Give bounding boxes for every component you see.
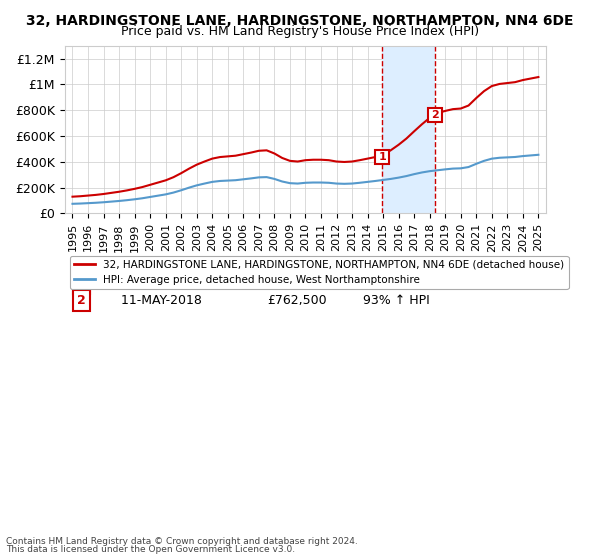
Text: £437,500: £437,500 (267, 277, 326, 291)
Text: This data is licensed under the Open Government Licence v3.0.: This data is licensed under the Open Gov… (6, 545, 295, 554)
Text: £762,500: £762,500 (267, 294, 326, 307)
Bar (382, 46, 436, 213)
Text: 1: 1 (379, 152, 386, 162)
Text: Contains HM Land Registry data © Crown copyright and database right 2024.: Contains HM Land Registry data © Crown c… (6, 537, 358, 546)
Text: 42% ↑ HPI: 42% ↑ HPI (363, 277, 430, 291)
Text: 2: 2 (431, 110, 439, 120)
Text: Price paid vs. HM Land Registry's House Price Index (HPI): Price paid vs. HM Land Registry's House … (121, 25, 479, 38)
Text: 11-MAY-2018: 11-MAY-2018 (113, 294, 202, 307)
Text: 1: 1 (77, 277, 86, 291)
Text: 32, HARDINGSTONE LANE, HARDINGSTONE, NORTHAMPTON, NN4 6DE: 32, HARDINGSTONE LANE, HARDINGSTONE, NOR… (26, 14, 574, 28)
Text: 12-DEC-2014: 12-DEC-2014 (113, 277, 203, 291)
Text: 2: 2 (77, 294, 86, 307)
Text: 93% ↑ HPI: 93% ↑ HPI (363, 294, 430, 307)
Legend: 32, HARDINGSTONE LANE, HARDINGSTONE, NORTHAMPTON, NN4 6DE (detached house), HPI:: 32, HARDINGSTONE LANE, HARDINGSTONE, NOR… (70, 255, 569, 289)
